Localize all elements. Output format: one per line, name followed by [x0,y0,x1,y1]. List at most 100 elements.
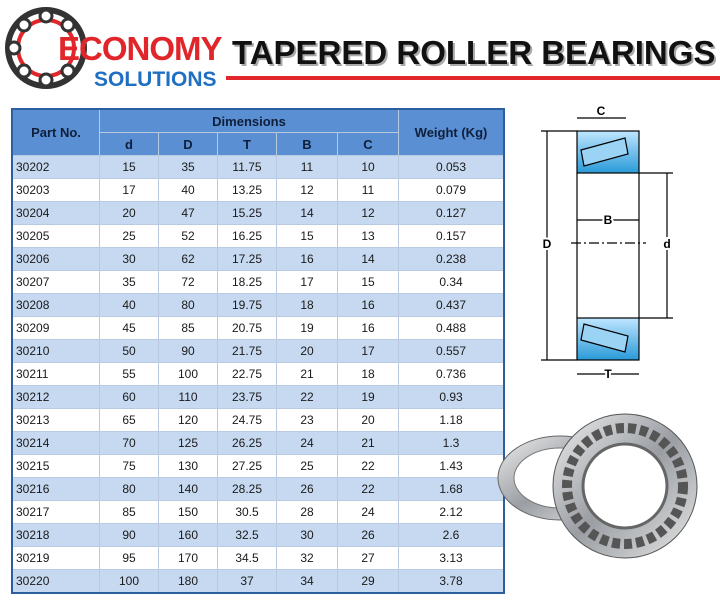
cell: 22.75 [217,362,277,386]
cell: 37 [217,569,277,594]
table-row: 30215 75 130 27.25 25 22 1.43 [11,454,505,478]
cell: 0.127 [398,201,505,225]
cell: 16.25 [217,224,277,248]
cell: 170 [158,546,218,570]
cell: 80 [158,293,218,317]
cell: 80 [99,477,159,501]
cell: 40 [99,293,159,317]
label-inner-d: d [663,237,670,251]
cell: 22 [276,385,338,409]
table-row: 30217 85 150 30.5 28 24 2.12 [11,500,505,524]
cell: 110 [158,385,218,409]
column-header: T [217,132,277,156]
cell: 30 [99,247,159,271]
cell: 15.25 [217,201,277,225]
cell: 50 [99,339,159,363]
cell: 15 [276,224,338,248]
cell: 0.557 [398,339,505,363]
cell: 19 [276,316,338,340]
cell: 24 [276,431,338,455]
part-number: 30203 [11,178,100,202]
cell: 65 [99,408,159,432]
cell: 72 [158,270,218,294]
part-number: 30205 [11,224,100,248]
cell: 24.75 [217,408,277,432]
cell: 70 [99,431,159,455]
table-row: 30202 15 35 11.75 11 10 0.053 [11,155,505,179]
logo-bottom: SOLUTIONS [94,68,217,91]
part-number: 30213 [11,408,100,432]
cell: 23 [276,408,338,432]
part-number: 30204 [11,201,100,225]
cell: 16 [337,293,399,317]
cell: 45 [99,316,159,340]
cell: 22 [337,477,399,501]
cell: 160 [158,523,218,547]
cell: 3.13 [398,546,505,570]
cell: 0.053 [398,155,505,179]
cell: 26.25 [217,431,277,455]
cell: 15 [99,155,159,179]
cell: 15 [337,270,399,294]
table-row: 30211 55 100 22.75 21 18 0.736 [11,362,505,386]
label-b: B [604,213,613,227]
part-number: 30219 [11,546,100,570]
cell: 20.75 [217,316,277,340]
cell: 16 [337,316,399,340]
label-outer-d: D [543,237,552,251]
part-number: 30206 [11,247,100,271]
cell: 20 [276,339,338,363]
cell: 35 [99,270,159,294]
cell: 1.68 [398,477,505,501]
cell: 24 [337,500,399,524]
part-number: 30215 [11,454,100,478]
column-header: B [276,132,338,156]
cell: 0.079 [398,178,505,202]
logo-icon [5,7,87,89]
cell: 30 [276,523,338,547]
part-number: 30216 [11,477,100,501]
cell: 26 [337,523,399,547]
cell: 120 [158,408,218,432]
cell: 12 [276,178,338,202]
cell: 17 [337,339,399,363]
cell: 32.5 [217,523,277,547]
column-header: d [99,132,159,156]
cell: 90 [158,339,218,363]
cell: 100 [99,569,159,594]
cell: 19 [337,385,399,409]
cell: 140 [158,477,218,501]
cell: 30.5 [217,500,277,524]
cell: 27 [337,546,399,570]
table-row: 30218 90 160 32.5 30 26 2.6 [11,523,505,547]
title-rule [226,76,720,80]
cell: 11.75 [217,155,277,179]
cell: 34.5 [217,546,277,570]
part-number: 30209 [11,316,100,340]
table-row: 30207 35 72 18.25 17 15 0.34 [11,270,505,294]
dimensions-header: Dimensions [99,108,399,133]
cell: 18 [276,293,338,317]
cell: 180 [158,569,218,594]
cell: 0.93 [398,385,505,409]
cell: 11 [337,178,399,202]
cell: 28 [276,500,338,524]
cell: 2.12 [398,500,505,524]
cell: 2.6 [398,523,505,547]
part-number: 30207 [11,270,100,294]
table-row: 30203 17 40 13.25 12 11 0.079 [11,178,505,202]
cell: 17 [276,270,338,294]
part-number: 30208 [11,293,100,317]
cell: 28.25 [217,477,277,501]
cell: 150 [158,500,218,524]
cell: 19.75 [217,293,277,317]
cell: 85 [99,500,159,524]
cell: 12 [337,201,399,225]
cell: 21 [337,431,399,455]
table-row: 30206 30 62 17.25 16 14 0.238 [11,247,505,271]
cell: 125 [158,431,218,455]
cell: 14 [337,247,399,271]
cell: 25 [99,224,159,248]
logo-top: ECONOMY [58,30,223,67]
cell: 100 [158,362,218,386]
